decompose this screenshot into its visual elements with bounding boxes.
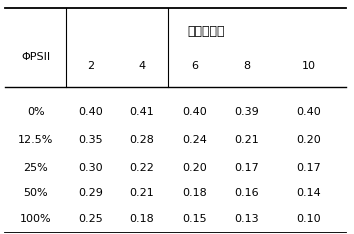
Text: 10: 10	[302, 61, 316, 71]
Text: 100%: 100%	[20, 214, 51, 224]
Text: 0.35: 0.35	[79, 135, 103, 145]
Text: 0.21: 0.21	[130, 188, 154, 198]
Text: 0.28: 0.28	[130, 135, 154, 145]
Text: 6: 6	[191, 61, 198, 71]
Text: 25%: 25%	[23, 163, 48, 173]
Text: 0.20: 0.20	[182, 163, 207, 173]
Text: 0.40: 0.40	[182, 107, 207, 117]
Text: 0.24: 0.24	[182, 135, 207, 145]
Text: 8: 8	[243, 61, 250, 71]
Text: 0.41: 0.41	[130, 107, 154, 117]
Text: 0.18: 0.18	[130, 214, 154, 224]
Text: 0.18: 0.18	[182, 188, 207, 198]
Text: 12.5%: 12.5%	[18, 135, 53, 145]
Text: 2: 2	[87, 61, 95, 71]
Text: 0.15: 0.15	[182, 214, 207, 224]
Text: 0.39: 0.39	[234, 107, 259, 117]
Text: 时间（天）: 时间（天）	[187, 25, 225, 38]
Text: 0.29: 0.29	[79, 188, 103, 198]
Text: 0.40: 0.40	[296, 107, 321, 117]
Text: 0.30: 0.30	[79, 163, 103, 173]
Text: 0.21: 0.21	[234, 135, 259, 145]
Text: 0.17: 0.17	[234, 163, 259, 173]
Text: 0.13: 0.13	[234, 214, 259, 224]
Text: 0%: 0%	[27, 107, 45, 117]
Text: 4: 4	[138, 61, 145, 71]
Text: 0.17: 0.17	[296, 163, 321, 173]
Text: 0.10: 0.10	[296, 214, 321, 224]
Text: 50%: 50%	[23, 188, 48, 198]
Text: 0.22: 0.22	[130, 163, 154, 173]
Text: 0.20: 0.20	[296, 135, 321, 145]
Text: 0.40: 0.40	[79, 107, 103, 117]
Text: ΦPSII: ΦPSII	[21, 52, 50, 62]
Text: 0.25: 0.25	[79, 214, 103, 224]
Text: 0.16: 0.16	[234, 188, 259, 198]
Text: 0.14: 0.14	[296, 188, 321, 198]
